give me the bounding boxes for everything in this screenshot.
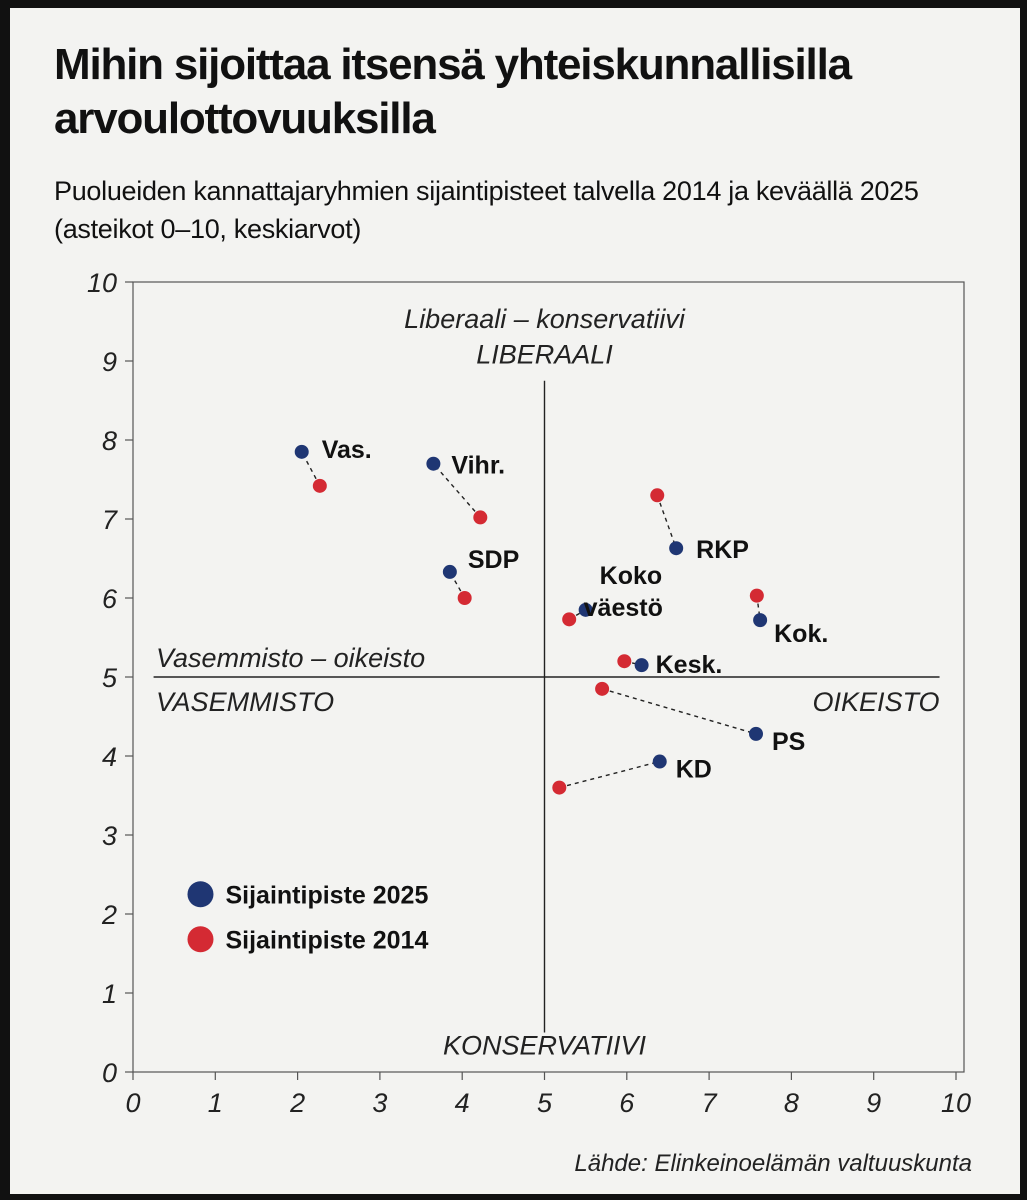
point-2025-rkp [669,541,684,556]
point-label-kok: Kok. [774,620,828,648]
point-2014-sdp [457,591,472,605]
axis-caption-bottom: KONSERVATIIVI [443,1031,647,1061]
point-label-ps: PS [772,728,805,756]
point-label-vihr: Vihr. [451,452,505,480]
x-tick-label: 6 [619,1088,635,1118]
chart-title: Mihin sijoittaa itsensä yhteiskunnallisi… [54,40,852,143]
x-tick-label: 8 [784,1088,799,1118]
point-label-koko-v-est: väestö [584,594,663,622]
point-label-sdp: SDP [468,546,519,574]
x-tick-label: 3 [372,1088,387,1118]
y-tick-label: 7 [102,505,118,535]
scatter-chart: 0 1 2 3 4 5 6 7 8 9 10 0 1 2 3 4 5 6 7 8 9 10 Liberaali – kon… [87,268,971,1118]
x-tick-label: 1 [208,1088,223,1118]
point-2014-vas [312,478,327,493]
x-tick-label: 4 [455,1088,470,1118]
legend-label-2025: Sijaintipiste 2025 [225,881,428,909]
y-tick-label: 2 [101,900,117,930]
point-2025-sdp [442,564,457,579]
data-points [294,444,768,795]
connector-rkp [656,495,677,549]
point-2025-koko-v-est [578,602,593,617]
legend-label-2014: Sijaintipiste 2014 [225,926,428,954]
point-2014-koko-v-est [562,612,577,627]
connector-ps [601,688,757,735]
point-label-kesk: Kesk. [656,651,723,679]
axis-caption-left: VASEMMISTO [156,687,334,717]
point-2025-ps [749,726,764,741]
horizontal-axis-title: Vasemmisto – oikeisto [156,643,425,673]
y-tick-label: 4 [102,742,117,772]
y-tick-label: 5 [102,663,118,693]
y-tick-label: 3 [102,821,117,851]
point-2014-rkp [650,488,665,503]
legend-marker-2014 [187,926,214,953]
x-tick-label: 5 [537,1088,553,1118]
point-2025-kesk [634,658,649,673]
y-tick-label: 1 [102,979,117,1009]
point-2025-vas [294,444,309,459]
point-label-rkp: RKP [696,536,749,564]
point-2014-kd [552,780,567,795]
y-tick-label: 10 [87,268,117,298]
axis-caption-right: OIKEISTO [812,687,939,717]
legend: Sijaintipiste 2025 Sijaintipiste 2014 [187,881,428,954]
x-tick-label: 0 [125,1088,140,1118]
connector-lines [301,451,761,789]
connector-kd [559,760,660,789]
point-2014-kesk [617,654,632,669]
x-tick-label: 9 [866,1088,881,1118]
point-labels: Vas. Vihr. SDP Koko väestö RKP Kok. Kesk. PS KD [322,436,829,784]
crosshair-axes [153,380,940,1033]
infographic-card: Mihin sijoittaa itsensä yhteiskunnallisi… [10,8,1020,1194]
y-tick-label: 8 [102,426,117,456]
point-2014-kok [749,588,764,603]
axis-caption-top: LIBERAALI [476,339,613,369]
y-tick-label: 9 [102,347,117,377]
point-2014-vihr [473,510,488,525]
point-label-kd: KD [676,756,712,784]
legend-marker-2025 [187,881,214,908]
source-note: Lähde: Elinkeinoelämän valtuuskunta [574,1150,972,1177]
y-tick-label: 0 [102,1058,117,1088]
chart-subtitle: Puolueiden kannattajaryhmien sijaintipis… [54,176,919,244]
x-tick-label: 7 [702,1088,718,1118]
vertical-axis-title: Liberaali – konservatiivi [404,304,686,334]
point-2014-ps [595,681,610,696]
point-2025-kd [652,754,667,769]
x-tick-label: 10 [941,1088,971,1118]
connector-vihr [432,463,481,518]
axis-ticks: 0 1 2 3 4 5 6 7 8 9 10 0 1 2 3 4 5 6 7 8 9 10 [87,268,971,1118]
point-label-koko-v-est: Koko [600,562,663,590]
y-tick-label: 6 [102,584,118,614]
point-2025-kok [753,613,768,628]
x-tick-label: 2 [289,1088,305,1118]
point-2025-vihr [426,456,441,471]
axis-captions: Liberaali – konservatiivi LIBERAALI KONS… [156,304,939,1061]
point-label-vas: Vas. [322,436,372,464]
